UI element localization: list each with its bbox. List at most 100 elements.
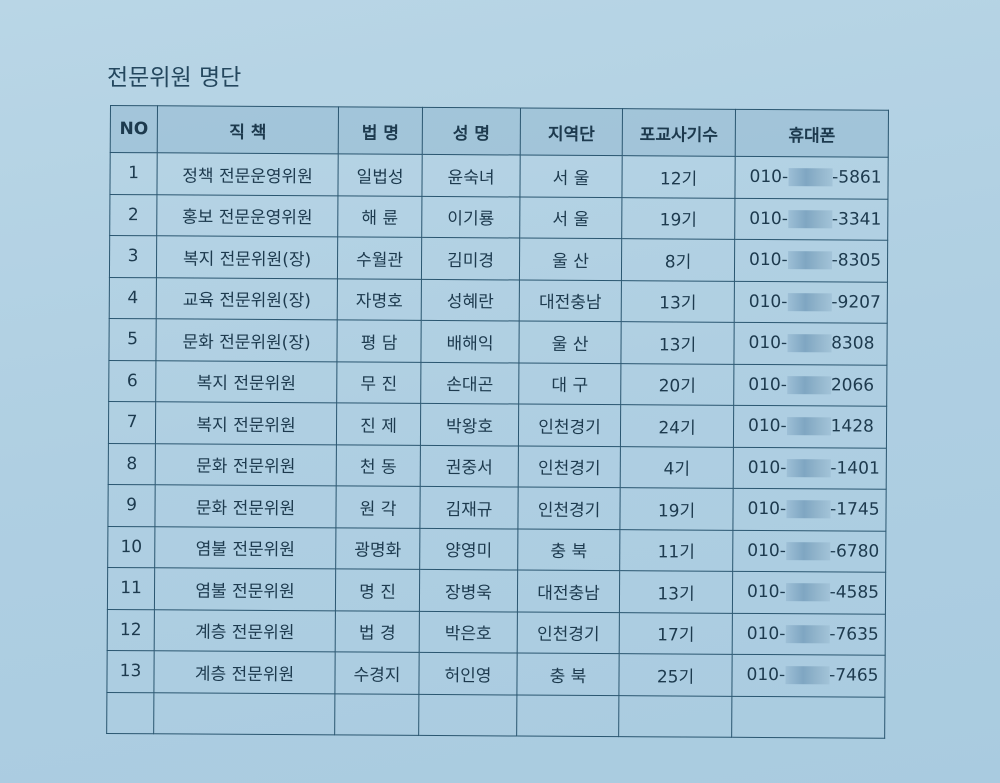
member-table: NO 직 책 법 명 성 명 지역단 포교사기수 휴대폰 1 정책 전문운영위원 일… [106,105,889,739]
cell-class: 24기 [620,404,734,447]
cell-phone: 010- -5861 [734,156,889,199]
table-row: 13 계층 전문위원 수경지 허인영 충 북 25기 010- -7465 [106,650,886,697]
cell-role: 정책 전문운영위원 [156,152,339,196]
cell-no: 5 [108,318,157,361]
cell-region: 서 울 [519,155,623,198]
redacted-blur [786,417,831,436]
cell-phone: 010- -3341 [734,197,888,241]
phone-suffix: 2066 [830,375,875,396]
cell-class: 12기 [621,155,736,198]
redacted-blur [785,624,830,644]
cell-name: 손대곤 [420,361,519,405]
cell-name: 권중서 [420,444,519,488]
cell-dharma-name: 광명화 [335,527,420,570]
phone-prefix: 010- [749,167,789,188]
cell-no: 2 [109,194,157,236]
cell-region: 울 산 [519,238,622,281]
table-row: 2 홍보 전문운영위원 해 륜 이기룡 서 울 19기 010- -3341 [109,194,888,241]
table-row: 9 문화 전문위원 원 각 김재규 인천경기 19기 010- -1745 [107,484,887,531]
redacted-blur [785,666,830,685]
table-row: 6 복지 전문위원 무 진 손대곤 대 구 20기 010- 2066 [108,359,887,407]
cell-class: 25기 [618,653,733,696]
table-row: 3 복지 전문위원(장) 수월관 김미경 울 산 8기 010- -8305 [109,235,888,282]
cell-class: 20기 [620,363,734,406]
cell-phone: 010- 2066 [733,363,887,407]
redacted-blur [786,500,831,519]
cell-region: 인천경기 [517,487,621,530]
cell-role: 염불 전문위원 [154,567,336,611]
table-row: 12 계층 전문위원 법 경 박은호 인천경기 17기 010- -7635 [107,608,886,656]
phone-suffix: 8308 [831,333,875,354]
header-class: 포교사기수 [622,108,736,157]
phone-prefix: 010- [749,250,788,271]
cell-class: 13기 [620,321,735,364]
empty-cell [618,695,732,738]
empty-cell [334,693,419,736]
header-dharma-name: 법 명 [338,106,423,155]
phone-prefix: 010- [747,540,786,561]
cell-dharma-name: 천 동 [336,444,421,487]
cell-role: 문화 전문위원(장) [155,318,338,362]
cell-class: 8기 [621,238,735,281]
phone-suffix: -6780 [829,541,880,562]
cell-no: 7 [108,401,156,444]
phone-suffix: -1401 [830,458,880,479]
cell-phone: 010- -6780 [732,529,886,573]
header-name: 성 명 [422,107,521,156]
cell-name: 성혜란 [421,278,520,322]
cell-role: 홍보 전문운영위원 [156,194,338,237]
header-phone: 휴대폰 [735,109,889,158]
redacted-blur [787,251,832,270]
cell-phone: 010- -8305 [734,239,888,282]
cell-role: 교육 전문위원(장) [156,277,338,320]
phone-suffix: 1428 [830,416,874,437]
phone-prefix: 010- [746,665,786,686]
cell-phone: 010- 8308 [733,322,888,365]
cell-no: 12 [107,608,155,651]
table-row: 10 염불 전문위원 광명화 양영미 충 북 11기 010- -6780 [107,525,886,573]
phone-prefix: 010- [748,291,788,312]
phone-prefix: 010- [748,374,787,395]
cell-dharma-name: 무 진 [336,361,421,404]
cell-no: 9 [107,484,156,527]
cell-class: 19기 [619,487,734,530]
cell-no: 8 [108,442,156,485]
empty-row [106,691,885,739]
cell-no: 10 [107,525,155,568]
cell-phone: 010- -1401 [733,446,887,490]
phone-suffix: -7635 [829,624,879,645]
cell-region: 대전충남 [517,569,620,613]
cell-no: 6 [108,359,156,402]
redacted-blur [785,583,830,602]
cell-class: 4기 [620,446,734,489]
cell-phone: 010- -1745 [732,488,887,531]
cell-role: 문화 전문위원 [154,484,337,528]
cell-dharma-name: 진 제 [336,402,421,445]
phone-suffix: -4585 [829,582,880,603]
cell-no: 3 [109,235,157,278]
cell-role: 계층 전문위원 [153,650,336,694]
cell-class: 13기 [621,280,735,323]
redacted-blur [787,292,832,312]
empty-cell [153,692,335,735]
redacted-blur [787,209,832,229]
table-row: 11 염불 전문위원 명 진 장병욱 대전충남 13기 010- -4585 [107,567,886,614]
phone-prefix: 010- [746,623,786,644]
redacted-blur [786,458,831,478]
cell-dharma-name: 수경지 [334,651,420,694]
phone-prefix: 010- [747,457,787,478]
cell-region: 서 울 [519,196,622,239]
table-row: 5 문화 전문위원(장) 평 담 배해익 울 산 13기 010- 8308 [108,318,888,365]
cell-name: 박은호 [419,610,518,653]
cell-dharma-name: 일법성 [337,153,423,196]
redacted-blur [788,168,833,187]
cell-no: 13 [106,650,155,693]
cell-name: 윤숙녀 [421,154,521,197]
cell-region: 대전충남 [519,279,622,322]
cell-role: 복지 전문위원 [155,360,337,403]
page-title: 전문위원 명단 [107,65,242,91]
cell-name: 배해익 [420,320,520,363]
empty-cell [731,695,885,739]
phone-prefix: 010- [747,416,787,437]
phone-prefix: 010- [746,582,786,603]
